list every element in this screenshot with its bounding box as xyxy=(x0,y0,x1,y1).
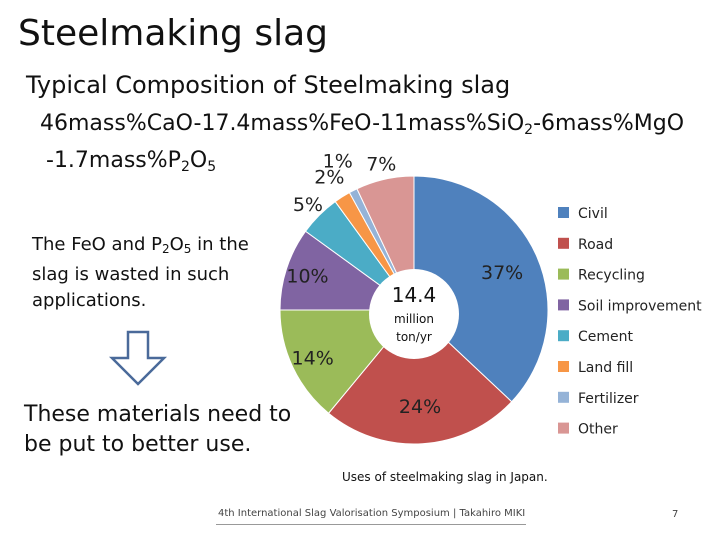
slide-title: Steelmaking slag xyxy=(18,13,329,54)
footer-divider xyxy=(216,524,526,525)
legend-swatch-soil-improvement xyxy=(558,299,569,311)
pie-center-hole xyxy=(369,269,459,359)
pie-slice-road xyxy=(327,309,513,445)
pie-slice-civil xyxy=(413,175,549,403)
slice-label-road: 24% xyxy=(399,396,441,418)
slice-label-cement: 5% xyxy=(293,194,323,216)
legend-label-civil: Civil xyxy=(578,206,608,222)
composition-formula-line2: -1.7mass%P2O5 xyxy=(46,148,217,175)
legend-label-land-fill: Land fill xyxy=(578,360,633,376)
slice-label-soil-improvement: 10% xyxy=(286,265,328,287)
center-total-value: 14.4 xyxy=(392,283,437,307)
slice-label-other: 7% xyxy=(366,154,396,176)
legend-label-recycling: Recycling xyxy=(578,268,645,284)
legend-label-other: Other xyxy=(578,422,618,438)
legend-swatch-civil xyxy=(558,207,569,218)
slide-subtitle: Typical Composition of Steelmaking slag xyxy=(26,71,511,99)
slice-label-recycling: 14% xyxy=(292,348,334,370)
composition-formula-line1: 46mass%CaO-17.4mass%FeO-11mass%SiO2-6mas… xyxy=(40,111,685,138)
down-arrow-icon xyxy=(108,330,168,386)
wasted-note: The FeO and P2O5 in the slag is wasted i… xyxy=(32,234,249,311)
page-number: 7 xyxy=(672,509,679,520)
footer-text: 4th International Slag Valorisation Symp… xyxy=(218,508,526,519)
legend-swatch-other xyxy=(558,422,569,434)
legend-label-fertilizer: Fertilizer xyxy=(578,391,639,407)
legend-label-soil-improvement: Soil improvement xyxy=(578,298,702,314)
slice-label-land-fill: 2% xyxy=(314,167,344,189)
legend-swatch-land-fill xyxy=(558,361,569,372)
slice-label-civil: 37% xyxy=(481,262,523,284)
center-unit-line1: million xyxy=(394,312,434,326)
legend-swatch-recycling xyxy=(558,268,569,280)
chart-caption: Uses of steelmaking slag in Japan. xyxy=(342,470,548,484)
legend-label-cement: Cement xyxy=(578,329,634,345)
conclusion-text: These materials need to be put to better… xyxy=(24,402,292,457)
legend-swatch-cement xyxy=(558,330,569,342)
legend-label-road: Road xyxy=(578,237,613,253)
legend-swatch-fertilizer xyxy=(558,391,569,403)
slice-label-fertilizer: 1% xyxy=(323,150,353,172)
legend-swatch-road xyxy=(558,237,569,249)
center-unit-line2: ton/yr xyxy=(396,330,432,344)
